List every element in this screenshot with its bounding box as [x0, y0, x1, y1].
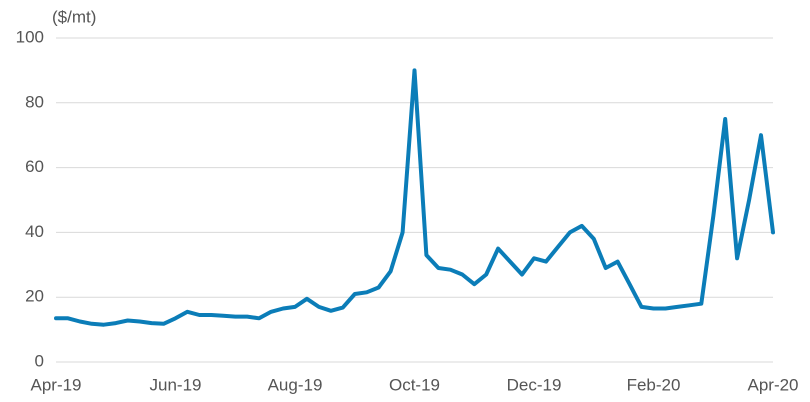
- x-tick-label: Apr-20: [747, 375, 798, 394]
- x-tick-label: Aug-19: [268, 375, 323, 394]
- x-tick-label: Apr-19: [30, 375, 81, 394]
- y-tick-label: 20: [25, 287, 44, 306]
- y-tick-label: 0: [35, 351, 44, 370]
- x-tick-label: Jun-19: [150, 375, 202, 394]
- y-tick-label: 60: [25, 157, 44, 176]
- data-line: [54, 68, 775, 327]
- x-tick-label: Oct-19: [389, 375, 440, 394]
- y-tick-label: 80: [25, 92, 44, 111]
- y-tick-label: 40: [25, 222, 44, 241]
- x-tick-label: Dec-19: [507, 375, 562, 394]
- x-tick-label: Feb-20: [627, 375, 681, 394]
- y-axis-label: ($/mt): [52, 7, 96, 26]
- y-tick-label: 100: [16, 27, 44, 46]
